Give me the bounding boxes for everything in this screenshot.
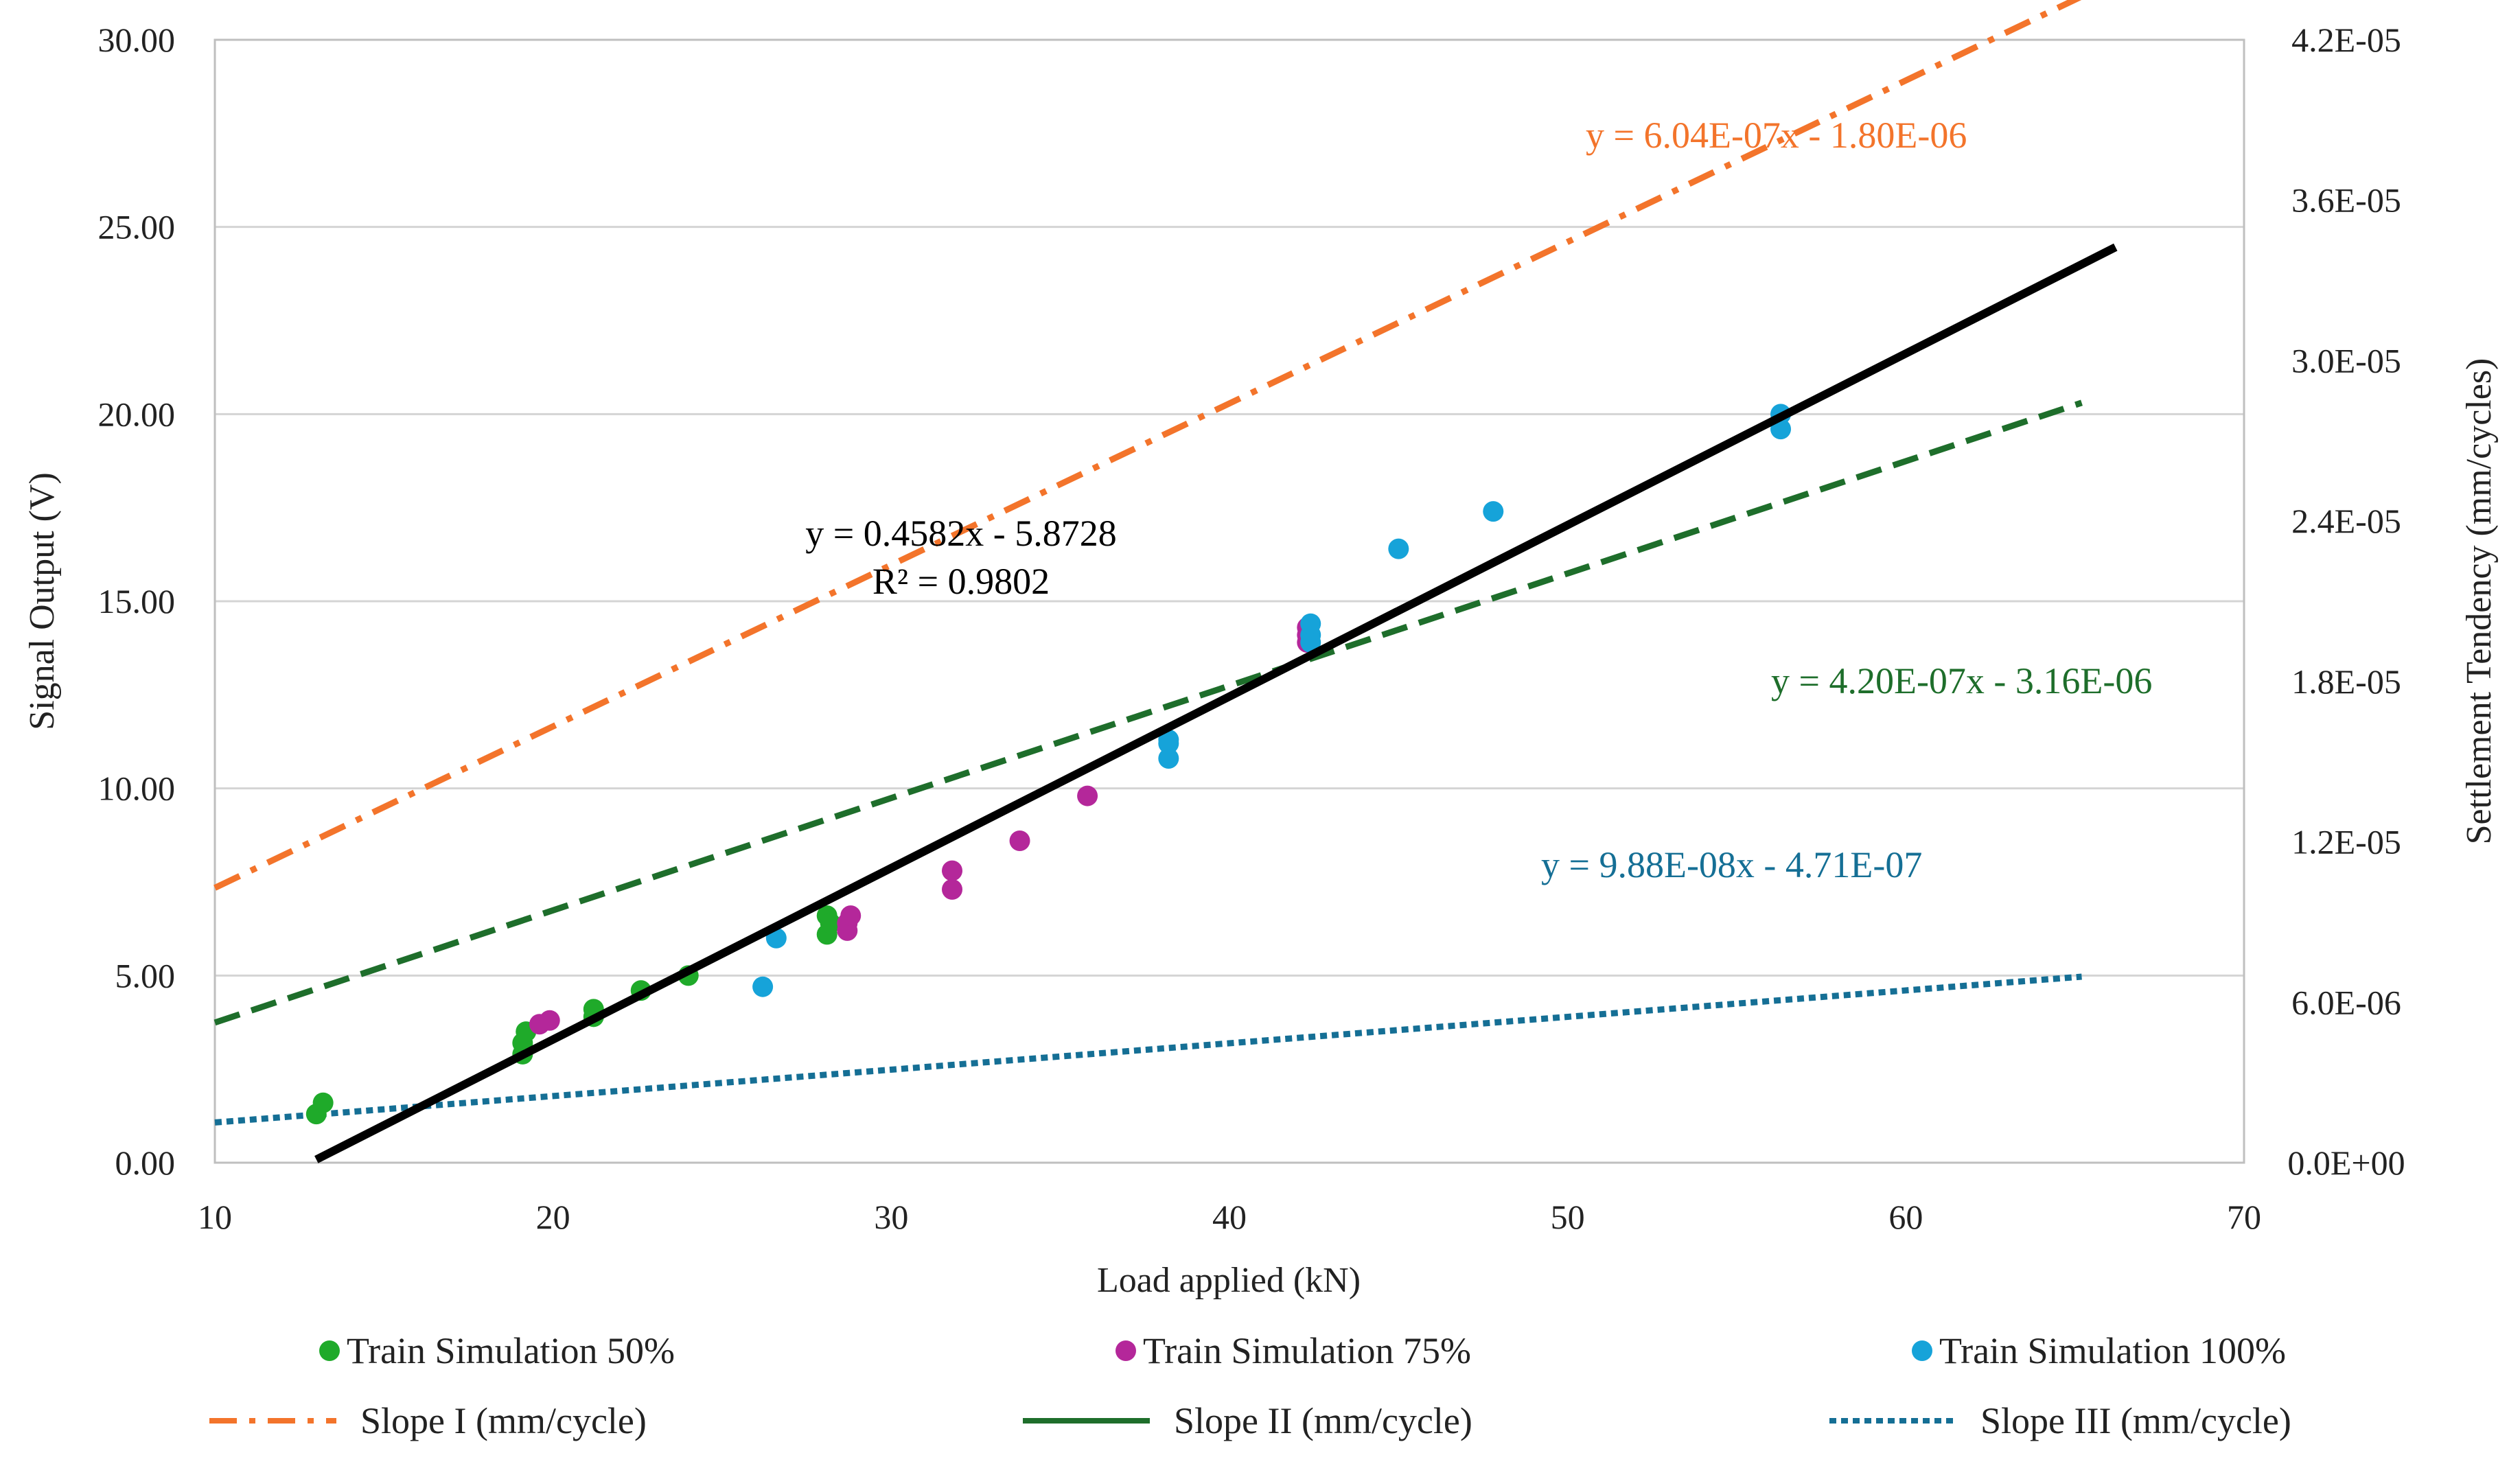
- x-tick-label: 40: [1212, 1198, 1247, 1236]
- legend-label: Slope II (mm/cycle): [1174, 1400, 1472, 1441]
- point-series-2: [942, 860, 963, 881]
- plot-area-border: [213, 38, 2245, 1164]
- point-series-3: [1158, 748, 1179, 769]
- x-tick-label: 30: [874, 1198, 908, 1236]
- y2-tick-labels: 0.0E+00 6.0E-06 1.2E-05 1.8E-05 2.4E-05 3.0E-…: [2287, 21, 2405, 1182]
- point-series-3: [752, 976, 774, 997]
- legend-marker: [1912, 1340, 1932, 1361]
- y2-tick-label: 1.2E-05: [2291, 823, 2401, 861]
- y-tick-label: 10.00: [98, 769, 176, 808]
- point-series-2: [1009, 830, 1030, 852]
- x-tick-label: 60: [1888, 1198, 1923, 1236]
- legend-marker: [1115, 1340, 1136, 1361]
- point-series-3: [1483, 501, 1504, 522]
- y-tick-label: 5.00: [115, 956, 176, 995]
- point-series-1: [312, 1092, 334, 1113]
- y2-tick-label: 2.4E-05: [2291, 502, 2401, 540]
- x-tick-labels: 10 20 30 40 50 60 70: [198, 1198, 2261, 1236]
- point-series-2: [942, 879, 963, 900]
- legend-marker: [319, 1340, 340, 1361]
- linear-trendline: [314, 243, 2118, 1163]
- x-tick-label: 50: [1551, 1198, 1585, 1236]
- gridlines: [215, 38, 2244, 1164]
- x-tick-label: 70: [2227, 1198, 2261, 1236]
- y-tick-label: 0.00: [115, 1143, 176, 1182]
- point-series-2: [539, 1010, 560, 1031]
- y2-axis-title: Settlement Tendency (mm/cycles): [2460, 358, 2499, 845]
- y-tick-labels: 0.00 5.00 10.00 15.00 20.00 25.00 30.00: [98, 21, 176, 1182]
- trendline-group: [314, 243, 2118, 1163]
- legend-label: Slope III (mm/cycle): [1980, 1400, 2291, 1441]
- x-axis-title: Load applied (kN): [1097, 1261, 1361, 1300]
- y-tick-label: 15.00: [98, 582, 176, 620]
- point-series-2: [840, 905, 862, 927]
- legend-label: Train Simulation 100%: [1939, 1330, 2286, 1371]
- point-series-3: [1388, 538, 1409, 559]
- x-tick-label: 10: [198, 1198, 232, 1236]
- legend: Train Simulation 50% Train Simulation 75%…: [209, 1330, 2291, 1441]
- slope-lines: [213, 0, 2083, 1126]
- slope-line-2: [213, 399, 2083, 1026]
- point-series-3: [1300, 613, 1321, 634]
- slope-ii-equation: y = 4.20E-07x - 3.16E-06: [1771, 660, 2152, 701]
- y-axis-title: Signal Output (V): [23, 472, 62, 730]
- legend-label: Train Simulation 50%: [347, 1330, 675, 1371]
- y2-tick-label: 0.0E+00: [2287, 1143, 2405, 1182]
- legend-label: Slope I (mm/cycle): [360, 1400, 647, 1441]
- y2-tick-label: 4.2E-05: [2291, 21, 2401, 59]
- trendline-equation: y = 0.4582x - 5.8728: [805, 513, 1116, 554]
- slope-iii-equation: y = 9.88E-08x - 4.71E-07: [1541, 844, 1922, 885]
- y-tick-label: 20.00: [98, 395, 176, 433]
- y2-tick-label: 6.0E-06: [2291, 983, 2401, 1021]
- legend-label: Train Simulation 75%: [1143, 1330, 1471, 1371]
- y2-tick-label: 3.6E-05: [2291, 181, 2401, 220]
- slope-i-equation: y = 6.04E-07x - 1.80E-06: [1586, 115, 1967, 156]
- y-tick-label: 30.00: [98, 21, 176, 59]
- x-tick-label: 20: [536, 1198, 570, 1236]
- point-series-2: [1077, 785, 1098, 806]
- slope-line-3: [214, 973, 2082, 1126]
- y2-tick-label: 3.0E-05: [2291, 341, 2401, 380]
- point-series-1: [820, 912, 841, 933]
- y2-tick-label: 1.8E-05: [2291, 662, 2401, 701]
- slope-line-1: [213, 0, 2082, 891]
- trendline-r-squared: R² = 0.9802: [872, 561, 1050, 602]
- y-tick-label: 25.00: [98, 208, 176, 246]
